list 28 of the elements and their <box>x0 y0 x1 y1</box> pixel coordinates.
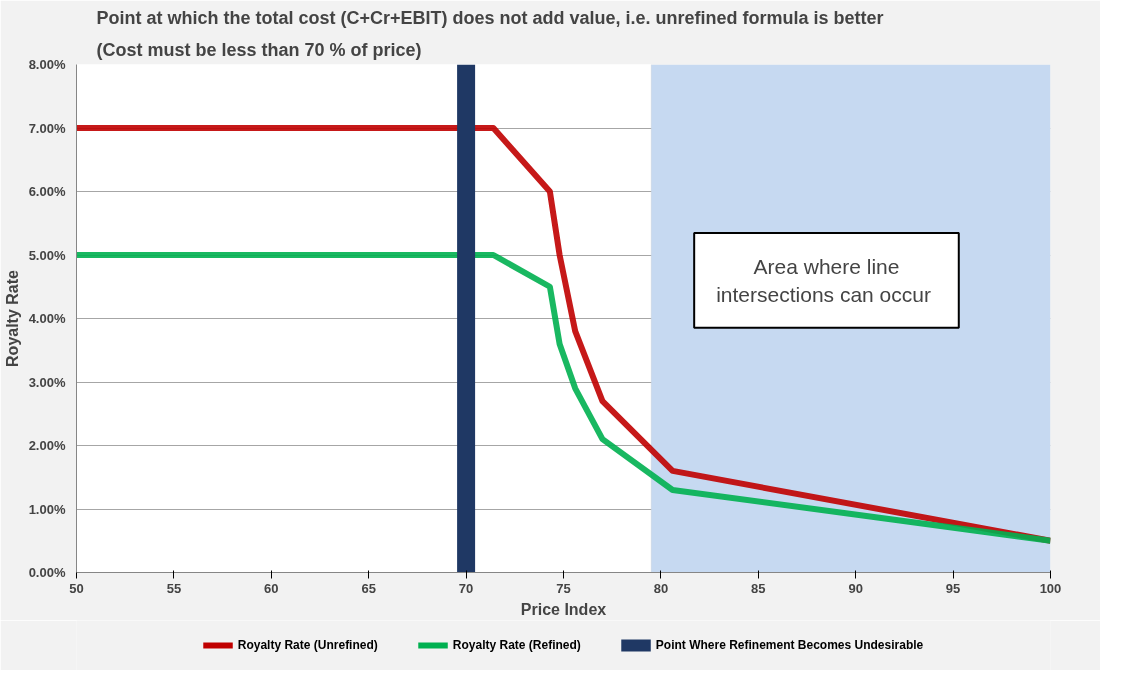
x-tick-label: 50 <box>69 580 84 596</box>
x-tick-label: 55 <box>166 580 182 596</box>
x-tick-label: 95 <box>945 580 961 596</box>
x-tick-label: 70 <box>458 580 474 596</box>
legend-label: Point Where Refinement Becomes Undesirable <box>655 638 924 652</box>
y-tick-label: 3.00% <box>28 374 66 390</box>
y-tick-label: 8.00% <box>28 57 66 72</box>
y-axis-title: Royalty Rate <box>3 269 21 367</box>
legend-label: Royalty Rate (Refined) <box>452 638 581 652</box>
x-tick-label: 85 <box>751 580 766 596</box>
chart-title: Point at which the total cost (C+Cr+EBIT) does not add value, i.e. unrefined formula is better <box>96 7 884 28</box>
y-tick-label: 6.00% <box>28 184 66 199</box>
x-axis-title: Price Index <box>520 600 607 618</box>
y-tick-label: 1.00% <box>28 501 66 517</box>
x-tick-label: 60 <box>264 580 279 596</box>
chart-subtitle: (Cost must be less than 70 % of price) <box>96 39 422 60</box>
y-tick-label: 0.00% <box>28 565 66 580</box>
x-tick-label: 90 <box>848 580 863 596</box>
x-tick-label: 65 <box>361 580 376 596</box>
x-tick-label: 75 <box>556 580 571 596</box>
x-tick-label: 80 <box>653 580 669 596</box>
y-tick-label: 7.00% <box>28 120 66 136</box>
legend-label: Royalty Rate (Unrefined) <box>237 638 378 652</box>
y-tick-label: 5.00% <box>28 247 66 263</box>
y-tick-label: 4.00% <box>28 311 66 326</box>
y-tick-label: 2.00% <box>28 438 66 453</box>
x-tick-label: 100 <box>1039 580 1062 596</box>
annotation: Area where line intersections can occur <box>716 255 931 306</box>
